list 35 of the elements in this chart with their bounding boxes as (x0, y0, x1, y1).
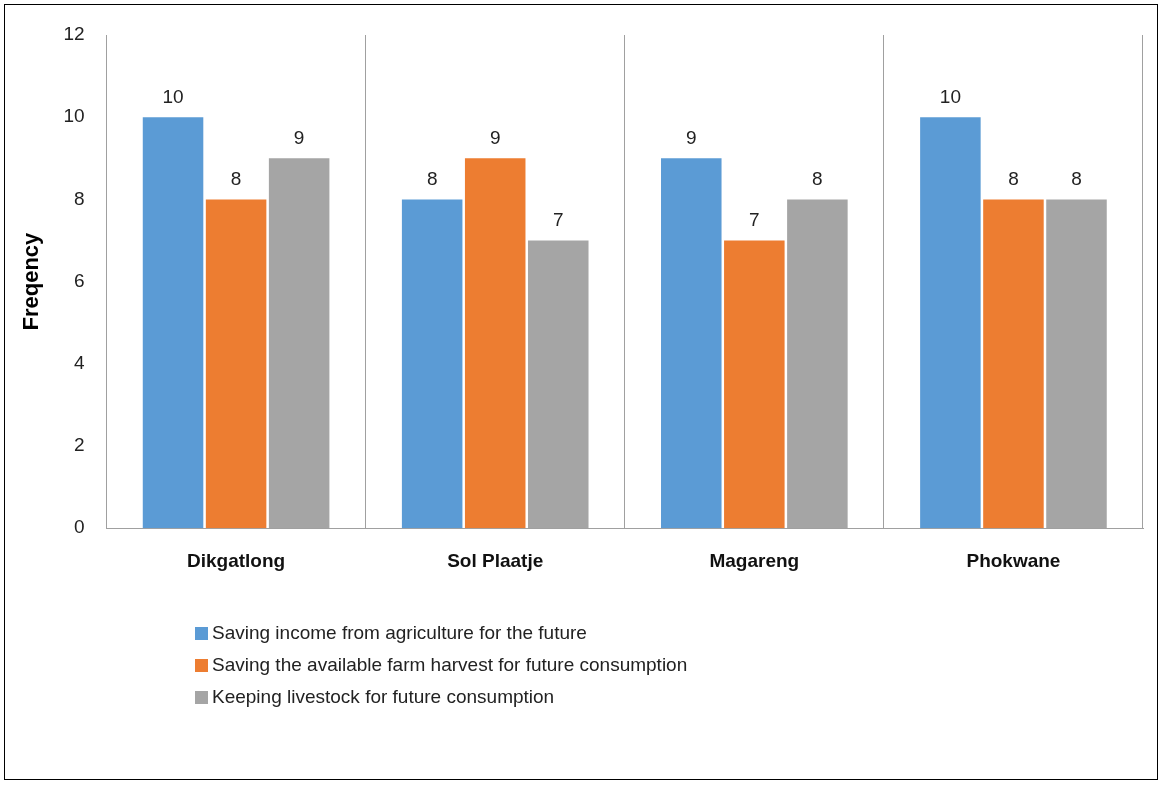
legend-label: Keeping livestock for future consumption (212, 686, 555, 708)
bar (920, 117, 981, 529)
data-label: 9 (489, 127, 501, 149)
y-tick-label: 6 (73, 269, 85, 291)
y-axis-title: Freqency (18, 231, 44, 331)
data-label: 8 (1071, 168, 1082, 190)
data-label: 8 (1008, 168, 1019, 190)
bar (724, 240, 785, 529)
data-label: 9 (685, 127, 697, 149)
x-tick-label: Magareng (709, 549, 800, 571)
bar (983, 199, 1044, 529)
x-tick-label: Dikgatlong (187, 549, 286, 571)
data-label: 9 (293, 127, 305, 149)
y-tick-label: 0 (73, 516, 85, 538)
legend-label: Saving income from agriculture for the future (212, 622, 587, 644)
data-label: 10 (162, 85, 184, 107)
bar (205, 199, 267, 529)
y-tick-label: 8 (73, 187, 85, 209)
y-tick-label: 4 (73, 352, 85, 374)
data-label: 8 (230, 168, 242, 190)
x-tick-label: Phokwane (966, 549, 1061, 571)
bar (401, 199, 463, 529)
y-tick-label: 2 (73, 434, 85, 456)
x-tick-label: Sol Plaatje (447, 549, 544, 571)
y-tick-label: 10 (63, 105, 85, 127)
data-label: 7 (552, 209, 564, 231)
bar (142, 117, 204, 529)
y-tick-label: 12 (63, 23, 85, 45)
bar (464, 158, 526, 529)
data-label: 8 (426, 168, 438, 190)
data-label: 10 (939, 85, 961, 107)
data-label: 8 (812, 168, 823, 190)
bar (661, 158, 722, 529)
legend-label: Saving the available farm harvest for future consumption (212, 654, 688, 676)
data-label: 7 (749, 209, 760, 231)
